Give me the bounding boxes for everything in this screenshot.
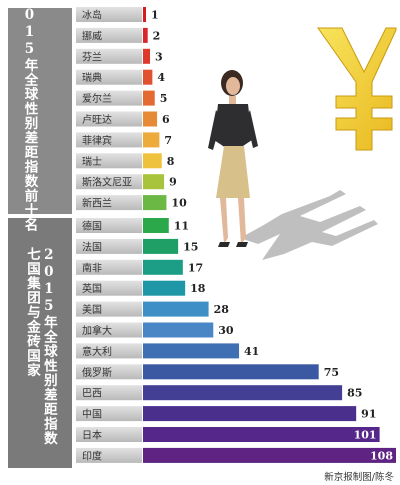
country-label: 美国 [82, 303, 102, 316]
rank-value-label: 6 [162, 113, 170, 126]
rank-bar [143, 90, 155, 106]
rank-bar [143, 195, 167, 211]
rank-value-label: 9 [169, 176, 177, 189]
country-label-box [76, 427, 142, 442]
rank-bar [143, 343, 240, 359]
country-label: 日本 [82, 429, 102, 442]
country-label: 南非 [82, 261, 102, 274]
country-label: 意大利 [82, 345, 112, 358]
rank-value-label: 18 [190, 282, 206, 295]
country-label-box [76, 280, 142, 296]
top-ten-panel [8, 8, 72, 214]
country-label-box [76, 364, 142, 380]
rank-value-label: 101 [354, 429, 377, 442]
rank-bar [143, 153, 162, 169]
country-label-box [76, 259, 142, 275]
rank-bar [143, 406, 357, 422]
rank-value-label: 5 [160, 92, 168, 105]
rank-bar [143, 27, 148, 43]
rank-value-label: 30 [218, 324, 234, 337]
rank-value-label: 28 [214, 303, 230, 316]
country-label: 斯洛文尼亚 [82, 176, 132, 189]
rank-value-label: 3 [155, 50, 163, 63]
rank-value-label: 41 [244, 345, 259, 358]
rank-bar [143, 259, 183, 275]
country-label-box [76, 111, 142, 127]
rank-bar [143, 69, 153, 85]
country-label: 爱尔兰 [82, 92, 112, 105]
country-label: 瑞士 [82, 155, 102, 168]
country-label-box [76, 153, 142, 169]
rank-bar [143, 7, 146, 22]
rank-bar [143, 385, 343, 401]
country-label-box [76, 90, 142, 106]
country-label-box [76, 447, 142, 463]
rank-value-label: 15 [183, 240, 198, 253]
rank-value-label: 11 [174, 220, 189, 233]
country-label: 法国 [82, 240, 102, 253]
rank-bar [143, 218, 169, 233]
country-label-box [76, 132, 142, 148]
rank-value-label: 17 [188, 261, 203, 274]
bars-layer: 冰岛 1 挪威 2 芬兰 3 瑞典 4 爱尔兰 5 卢旺达 6 菲律宾 7 瑞士 8 斯洛文尼亚 9 新西兰 10 德国… [76, 7, 396, 463]
country-label: 卢旺达 [82, 113, 112, 126]
country-label: 新西兰 [82, 197, 112, 210]
rank-bar [143, 447, 396, 463]
country-label: 印度 [82, 449, 102, 462]
g7-brics-panel [8, 218, 72, 468]
yuan-icon [317, 27, 397, 151]
rank-bar [143, 280, 186, 296]
rank-value-label: 75 [324, 366, 339, 379]
country-label: 瑞典 [82, 71, 102, 84]
rank-bar [143, 427, 380, 442]
rank-value-label: 1 [151, 9, 159, 22]
country-label: 德国 [82, 220, 102, 233]
country-label-box [76, 385, 142, 401]
country-label-box [76, 238, 142, 254]
country-label-box [76, 218, 142, 233]
rank-value-label: 108 [370, 449, 393, 462]
country-label-box [76, 343, 142, 359]
country-label-box [76, 301, 142, 317]
country-label-box [76, 322, 142, 338]
country-label: 挪威 [82, 29, 102, 42]
top-ten-title: 2015年全球性别差距指数前十名 [21, 0, 38, 232]
country-label-box [76, 195, 142, 211]
rank-value-label: 4 [157, 71, 165, 84]
yuan-shadow-icon [240, 190, 378, 260]
rank-bar [143, 111, 158, 127]
rank-value-label: 8 [167, 155, 175, 168]
country-label: 加拿大 [82, 324, 112, 337]
rank-bar [143, 48, 151, 64]
credit-text: 新京报制图/陈冬 [324, 472, 394, 483]
country-label: 中国 [82, 408, 102, 421]
country-label: 英国 [82, 282, 102, 295]
country-label-box [76, 27, 142, 43]
country-label: 菲律宾 [82, 134, 112, 147]
country-label-box [76, 174, 142, 190]
country-label-box [76, 7, 142, 22]
rank-value-label: 10 [171, 197, 187, 210]
woman-figure-icon [208, 70, 258, 247]
rank-bar [143, 238, 179, 254]
rank-bar [143, 174, 165, 190]
g7-brics-title: 2015年全球性别差距指数 七国集团与金砖国家 [24, 246, 57, 446]
rank-value-label: 2 [153, 29, 161, 42]
rank-value-label: 85 [347, 387, 362, 400]
rank-bar [143, 301, 209, 317]
rank-bar [143, 132, 160, 148]
rank-value-label: 7 [164, 134, 172, 147]
rank-bar [143, 364, 319, 380]
country-label: 巴西 [82, 388, 102, 400]
country-label: 俄罗斯 [82, 366, 112, 379]
country-label-box [76, 406, 142, 422]
country-label: 冰岛 [82, 9, 102, 22]
rank-value-label: 91 [361, 408, 376, 421]
country-label-box [76, 69, 142, 85]
country-label: 芬兰 [82, 50, 102, 63]
rank-bar [143, 322, 214, 338]
country-label-box [76, 48, 142, 64]
